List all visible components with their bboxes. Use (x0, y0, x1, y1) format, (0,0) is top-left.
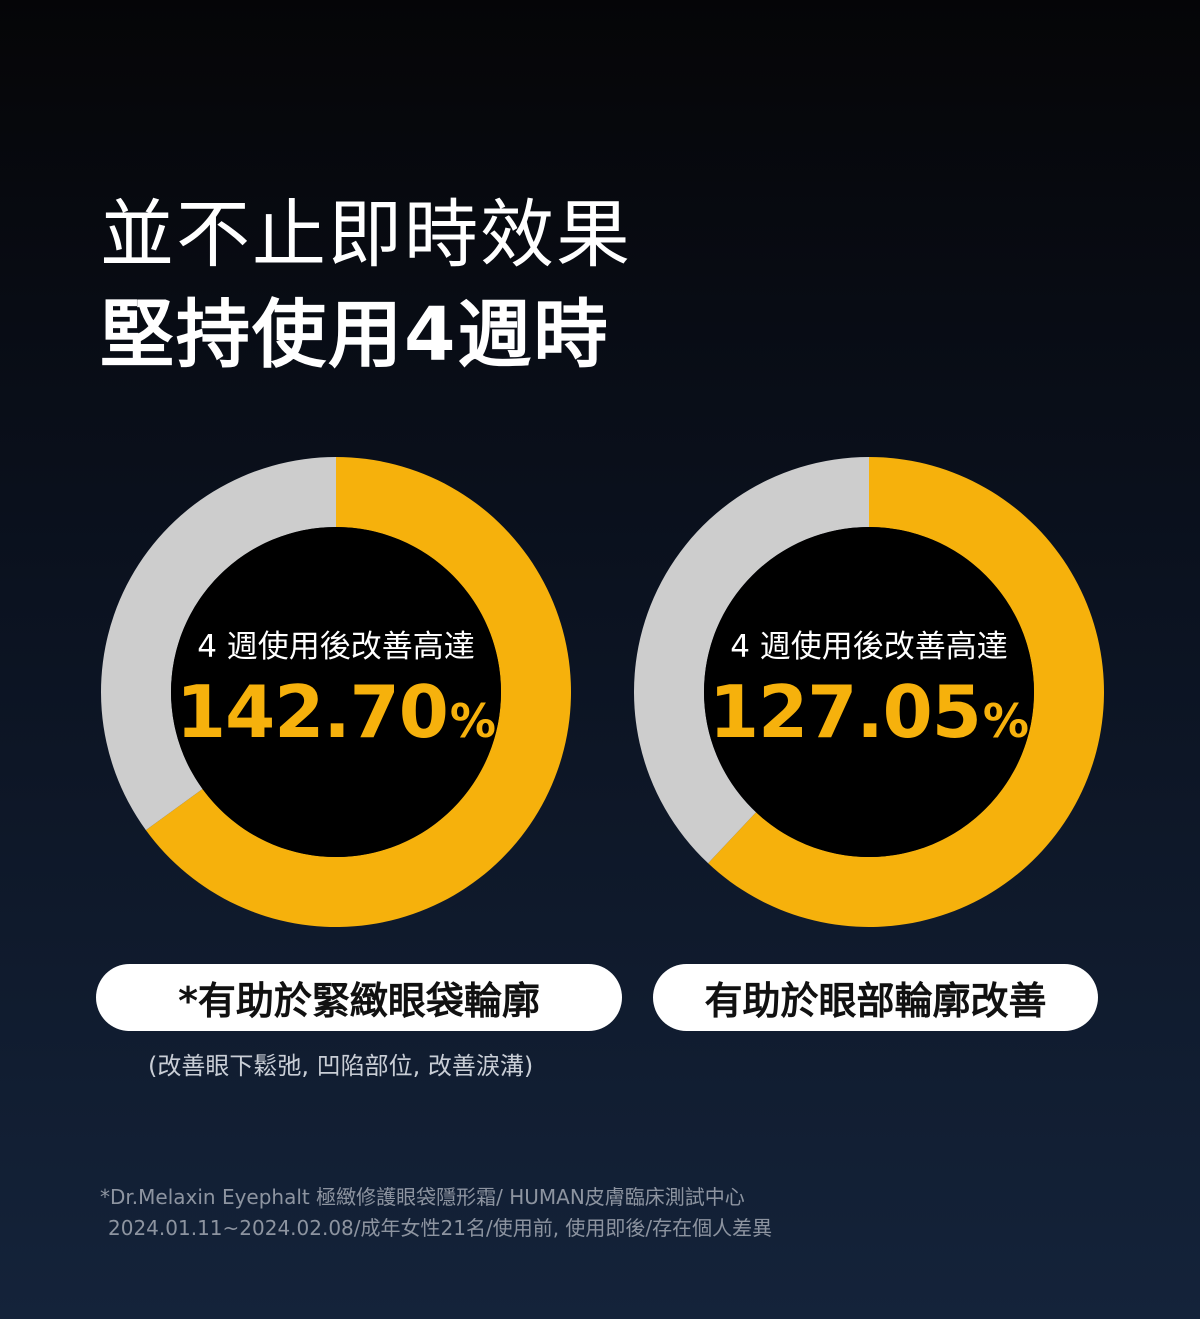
benefit-note: (改善眼下鬆弛, 凹陷部位, 改善淚溝) (148, 1052, 534, 1080)
footnote-line1: *Dr.Melaxin Eyephalt 極緻修護眼袋隱形霜/ HUMAN皮膚臨… (100, 1185, 745, 1209)
donut-caption-2: 4 週使用後改善高達 (730, 628, 1008, 665)
headline-line2: 堅持使用4週時 (100, 292, 610, 378)
donut-value-unit-2: % (982, 693, 1029, 748)
donut-slice-2-1 (708, 457, 1104, 927)
donut-slice-2-2 (634, 457, 869, 864)
donut-slice-1-1 (145, 457, 571, 927)
benefit-pill-1: *有助於緊緻眼袋輪廓 (96, 964, 622, 1031)
donut-chart-1: 4 週使用後改善高達 142.70% (101, 457, 571, 927)
donut-value-unit-1: % (449, 693, 496, 748)
donut-value-1: 142.70% (176, 670, 496, 754)
donut-value-number-1: 142.70 (176, 669, 449, 754)
donut-value-number-2: 127.05 (709, 669, 982, 754)
footnote-line2: 2024.01.11~2024.02.08/成年女性21名/使用前, 使用即後/… (108, 1216, 773, 1240)
headline-line1: 並不止即時效果 (100, 192, 632, 278)
donut-chart-2: 4 週使用後改善高達 127.05% (634, 457, 1104, 927)
donut-caption-1: 4 週使用後改善高達 (197, 628, 475, 665)
footnote: *Dr.Melaxin Eyephalt 極緻修護眼袋隱形霜/ HUMAN皮膚臨… (100, 1182, 772, 1244)
donut-svg-2 (634, 457, 1104, 927)
headline: 並不止即時效果 堅持使用4週時 (100, 190, 632, 390)
benefit-pill-2: 有助於眼部輪廓改善 (653, 964, 1098, 1031)
donut-center-1: 4 週使用後改善高達 142.70% (101, 457, 571, 927)
donut-svg-1 (101, 457, 571, 927)
donut-value-2: 127.05% (709, 670, 1029, 754)
donut-slice-1-2 (101, 457, 336, 831)
donut-hole-2 (704, 527, 1034, 857)
donut-hole-1 (171, 527, 501, 857)
donut-center-2: 4 週使用後改善高達 127.05% (634, 457, 1104, 927)
